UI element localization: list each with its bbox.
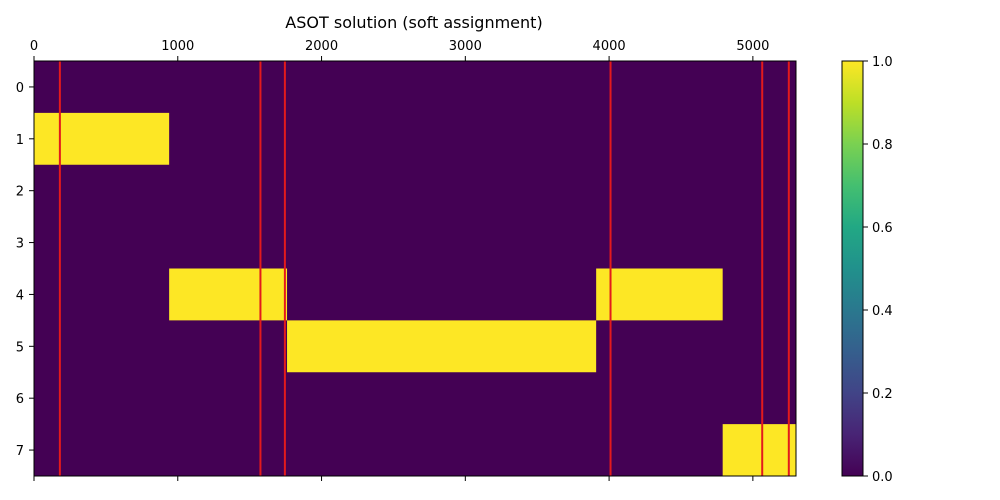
heatmap-segment: [169, 268, 288, 321]
x-tick-label: 4000: [593, 39, 626, 54]
colorbar-tick-label: 0.4: [872, 304, 893, 319]
plot-frame: [33, 60, 797, 477]
colorbar: 0.0 0.2 0.4 0.6 0.8 1.0: [841, 55, 893, 485]
y-tick-label: 2: [16, 185, 24, 200]
x-tick-label: 3000: [449, 39, 482, 54]
y-tick-label: 5: [16, 340, 24, 355]
colorbar-tick-label: 1.0: [872, 55, 893, 70]
colorbar-gradient: [841, 60, 864, 477]
plot-area: 0 1000 2000 3000 4000 5000 0 1 2 3 4 5 6 7: [16, 39, 797, 481]
colorbar-tick-label: 0.6: [872, 221, 893, 236]
y-tick-label: 1: [16, 133, 24, 148]
x-tick-label: 0: [30, 39, 38, 54]
heatmap-segment: [596, 268, 723, 321]
heatmap-segment: [722, 424, 796, 476]
y-tick-label: 0: [16, 81, 24, 96]
heatmap-segment: [34, 112, 170, 165]
colorbar-tick-label: 0.8: [872, 138, 893, 153]
y-tick-label: 6: [16, 392, 24, 407]
x-tick-label: 5000: [736, 39, 769, 54]
colorbar-tick-label: 0.2: [872, 387, 893, 402]
x-tick-label: 2000: [305, 39, 338, 54]
chart-title: ASOT solution (soft assignment): [285, 13, 542, 32]
colorbar-tick-label: 0.0: [872, 470, 893, 485]
y-tick-label: 7: [16, 444, 24, 459]
y-tick-label: 3: [16, 237, 24, 252]
x-tick-label: 1000: [161, 39, 194, 54]
y-tick-label: 4: [16, 288, 24, 303]
heatmap-segment: [287, 320, 597, 373]
